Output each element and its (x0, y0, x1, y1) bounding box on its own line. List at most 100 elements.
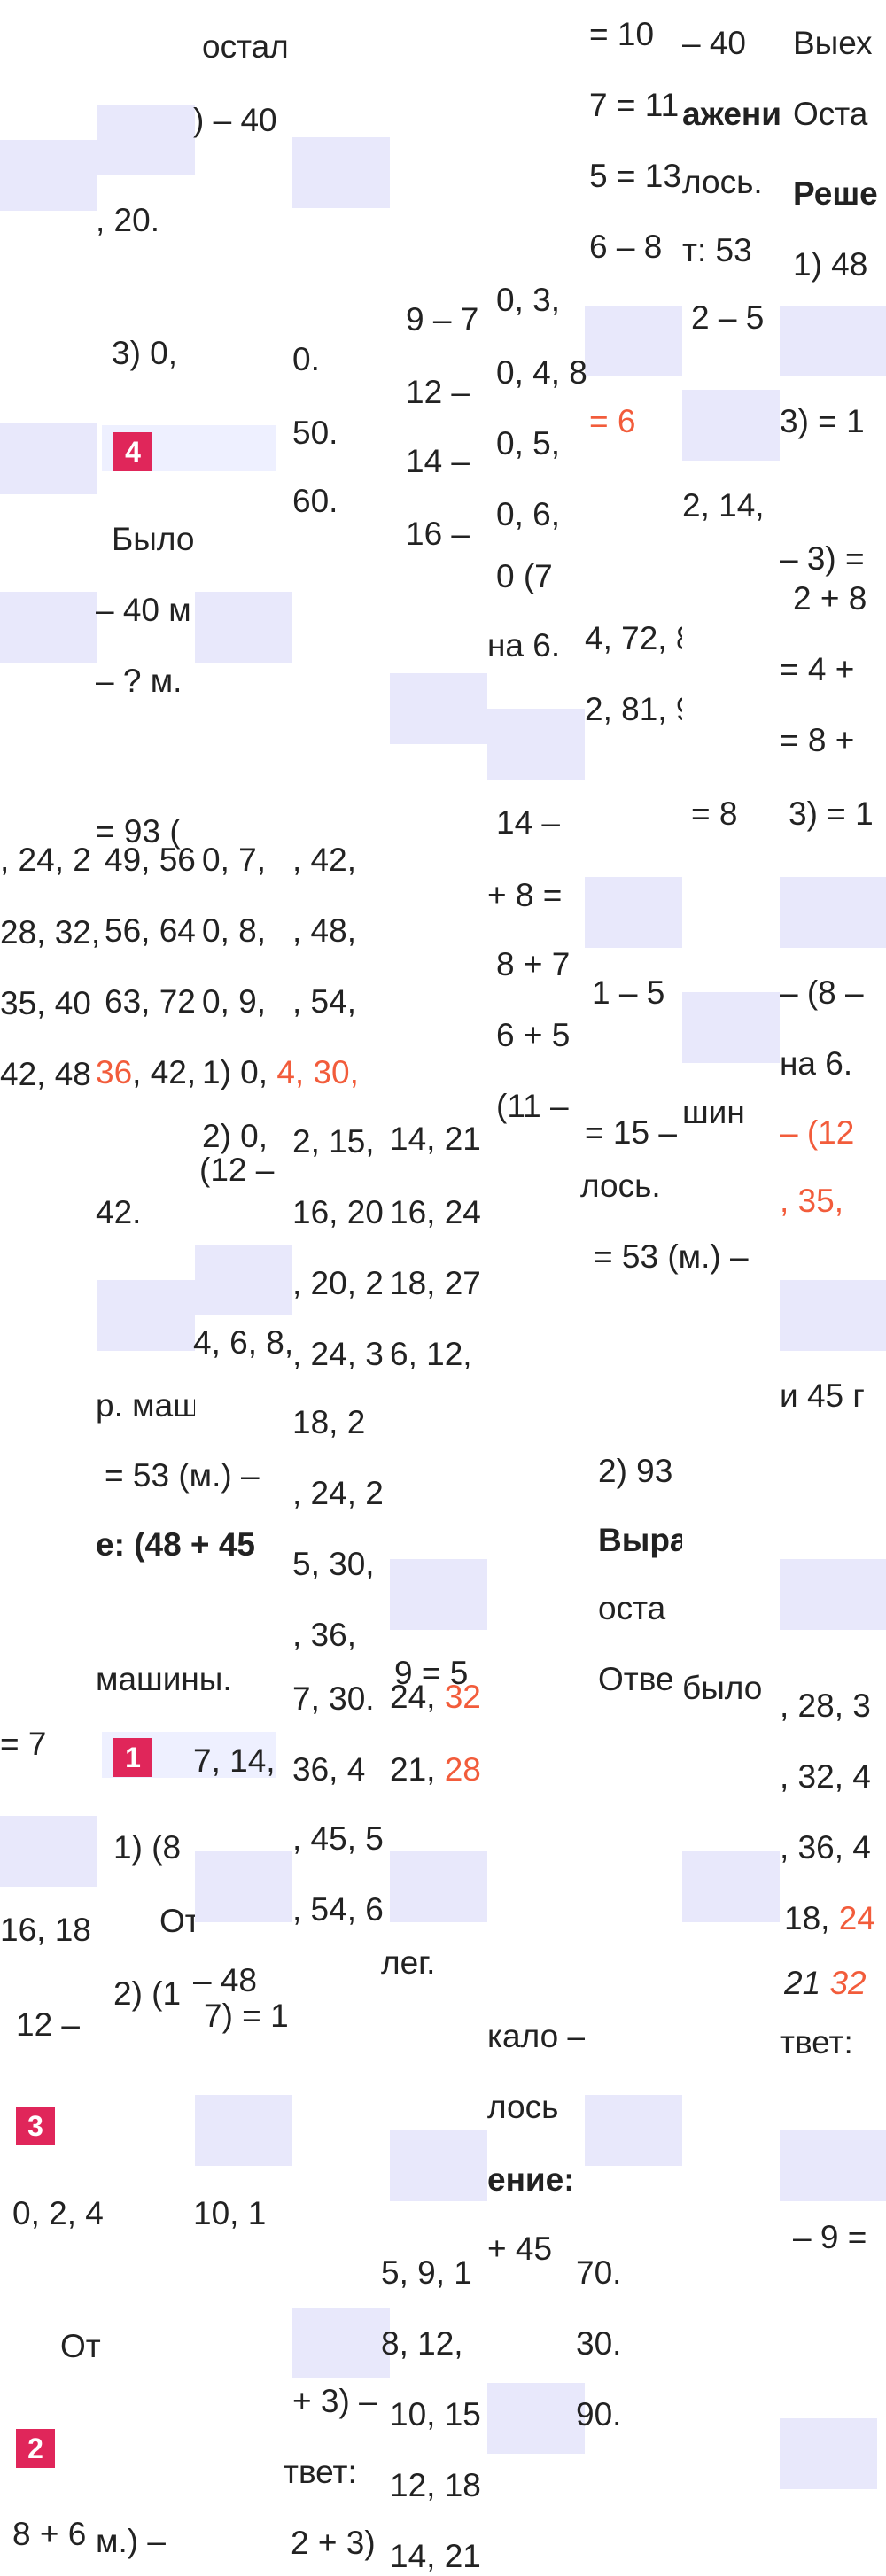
text-fragment: 30. (576, 2325, 622, 2362)
text-fragment: 5 = 13 (589, 158, 681, 194)
text-fragment: оста (598, 1590, 666, 1626)
text-fragment: 0, 3, (496, 282, 560, 318)
text-fragment: 0, 9, (202, 983, 266, 1020)
image-tile (682, 1851, 780, 1922)
text-fragment: 18, 27 (390, 1265, 481, 1301)
text-fragment: 1 – 5 (592, 974, 665, 1011)
highlighted-number: , 35, (780, 1183, 843, 1219)
text-fragment: 90. (576, 2396, 622, 2432)
text-fragment: 24, 32 (390, 1679, 487, 1717)
text-fragment: 9 = 5 (394, 1655, 469, 1691)
text-fragment: 36, 42, (96, 1054, 202, 1092)
text-fragment: = 4 + (780, 651, 855, 687)
image-tile (390, 2130, 487, 2201)
text-fragment: 21, 28 (390, 1751, 487, 1789)
text-fragment: = 7 (0, 1726, 47, 1762)
text-fragment: и 45 г (780, 1377, 865, 1414)
text-fragment: 0, 5, (496, 425, 560, 462)
text-fragment: , 20, 2 (292, 1265, 384, 1301)
text-fragment: 7, 30. (292, 1680, 375, 1717)
image-tile (487, 709, 585, 780)
image-tile (0, 423, 97, 494)
image-tile (390, 673, 487, 744)
image-tile (292, 2308, 390, 2378)
text-fragment: 10, 15 (390, 2396, 481, 2432)
highlighted-number: – (12 (780, 1114, 855, 1151)
text-fragment: 4, 72, 8 (585, 620, 682, 656)
text-fragment: было (682, 1670, 763, 1706)
text-fragment: р. маш (96, 1387, 195, 1424)
image-tile (195, 1245, 292, 1315)
text-fragment: + 45 (487, 2231, 553, 2267)
highlighted-number: 4 (276, 1054, 295, 1090)
text-fragment: , 28, 3 (780, 1688, 871, 1724)
text-fragment: 3) 0, (112, 335, 178, 371)
text-fragment: 2 + 3) (291, 2525, 376, 2561)
text-fragment: 60. (292, 483, 338, 519)
text-fragment: 18, (784, 1900, 830, 1936)
text-fragment: шин (682, 1094, 745, 1130)
text-fragment: остал (202, 28, 289, 65)
text-fragment: , 48, (292, 912, 356, 949)
text-fragment: = 8 (691, 795, 738, 832)
text-fragment: 0, 6, (496, 496, 560, 532)
text-fragment: 5, 30, (292, 1546, 375, 1582)
image-tile (780, 1559, 886, 1630)
text-fragment: 8 + 6 (12, 2516, 87, 2552)
text-fragment: , 32, 4 (780, 1758, 871, 1795)
text-fragment: , 24, 2 (0, 842, 91, 878)
text-fragment: = 10 (589, 16, 655, 52)
image-tile (0, 592, 97, 663)
task-number-badge: 1 (113, 1738, 152, 1777)
text-fragment: машины. (96, 1661, 232, 1697)
text-fragment: 7 = 11 (589, 87, 680, 123)
text-fragment: 0. (292, 341, 320, 377)
highlighted-number: 32 (829, 1965, 867, 2001)
text-fragment: лось. (682, 164, 763, 200)
highlighted-number: = 6 (589, 403, 636, 439)
text-fragment: 7, 14, (193, 1742, 276, 1779)
text-fragment: 0, 2, 4 (12, 2195, 104, 2231)
text-fragment: 3) = 1 (780, 403, 865, 439)
highlighted-number: , 30, (294, 1054, 359, 1090)
text-fragment: 6 + 5 (496, 1017, 571, 1053)
text-fragment: 10, 1 (193, 2195, 267, 2231)
text-fragment: 21 32 (784, 1965, 886, 2003)
text-fragment: кало – (487, 2018, 585, 2054)
text-fragment: 16, 20 (292, 1194, 384, 1230)
image-tile (0, 1816, 97, 1887)
text-fragment: – 3) = (780, 540, 865, 577)
text-fragment: , 45, 5 (292, 1820, 384, 1857)
text-fragment: 0, 8, (202, 912, 266, 949)
text-fragment: 21, (390, 1751, 436, 1788)
text-fragment: – 40 (682, 25, 747, 61)
text-fragment: 4, 6, 8, (193, 1324, 292, 1361)
text-fragment: лег. (381, 1944, 436, 1981)
image-tile (195, 1851, 292, 1922)
text-fragment: 0, 7, (202, 842, 266, 878)
text-fragment: 16, 24 (390, 1194, 481, 1230)
image-tile (585, 2095, 682, 2166)
text-fragment: Было (112, 521, 195, 557)
text-fragment: 28, 32, (0, 914, 101, 950)
task-number-badge: 3 (16, 2107, 55, 2145)
text-fragment: , 54, (292, 983, 356, 1020)
text-fragment: твет: (284, 2454, 357, 2490)
image-tile (682, 992, 780, 1063)
text-fragment: 8 + 7 (496, 946, 571, 982)
text-fragment: 12 – (406, 374, 470, 410)
text-fragment: 1) 48 (793, 246, 868, 283)
text-fragment: = 93 ( (96, 813, 181, 850)
text-fragment: Выра (598, 1522, 682, 1558)
image-tile (390, 1559, 487, 1630)
text-fragment: 70. (576, 2254, 622, 2291)
text-fragment: 12 – (16, 2006, 81, 2043)
image-tile (780, 306, 886, 376)
image-tile (585, 306, 682, 376)
text-fragment: 8, 12, (381, 2325, 463, 2362)
text-fragment: 7) = 1 (204, 1998, 289, 2034)
text-fragment: 14 – (406, 443, 470, 479)
text-fragment: Отве (598, 1661, 674, 1697)
text-fragment: От (60, 2328, 101, 2364)
text-fragment: , 24, 3 (292, 1336, 384, 1372)
